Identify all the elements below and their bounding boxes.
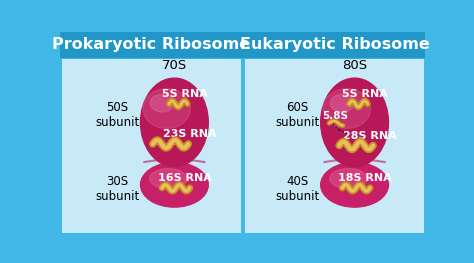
Ellipse shape [330, 169, 367, 189]
Text: 60S
subunit: 60S subunit [275, 101, 320, 129]
Bar [245, 59, 424, 232]
Text: 16S RNA: 16S RNA [158, 173, 212, 183]
Text: 5S RNA: 5S RNA [162, 89, 208, 99]
Ellipse shape [143, 89, 191, 129]
Bar [244, 32, 425, 57]
Text: 18S RNA: 18S RNA [338, 173, 392, 183]
Ellipse shape [150, 94, 174, 112]
Ellipse shape [330, 94, 354, 112]
Text: 30S
subunit: 30S subunit [95, 175, 139, 203]
Bar [62, 59, 241, 232]
Ellipse shape [321, 78, 389, 167]
Text: 5S RNA: 5S RNA [342, 89, 388, 99]
Ellipse shape [321, 163, 389, 207]
Text: 23S RNA: 23S RNA [163, 129, 217, 139]
Ellipse shape [323, 89, 371, 129]
Text: 80S: 80S [342, 59, 367, 72]
Ellipse shape [150, 169, 187, 189]
Ellipse shape [140, 78, 208, 167]
Text: 40S
subunit: 40S subunit [275, 175, 320, 203]
Ellipse shape [140, 163, 208, 207]
Text: 5.8S: 5.8S [322, 111, 348, 121]
Text: Prokaryotic Ribosome: Prokaryotic Ribosome [52, 37, 250, 52]
Bar [61, 32, 243, 57]
Text: 50S
subunit: 50S subunit [95, 101, 139, 129]
Text: Eukaryotic Ribosome: Eukaryotic Ribosome [240, 37, 429, 52]
Text: 28S RNA: 28S RNA [343, 131, 397, 141]
Text: 70S: 70S [162, 59, 187, 72]
